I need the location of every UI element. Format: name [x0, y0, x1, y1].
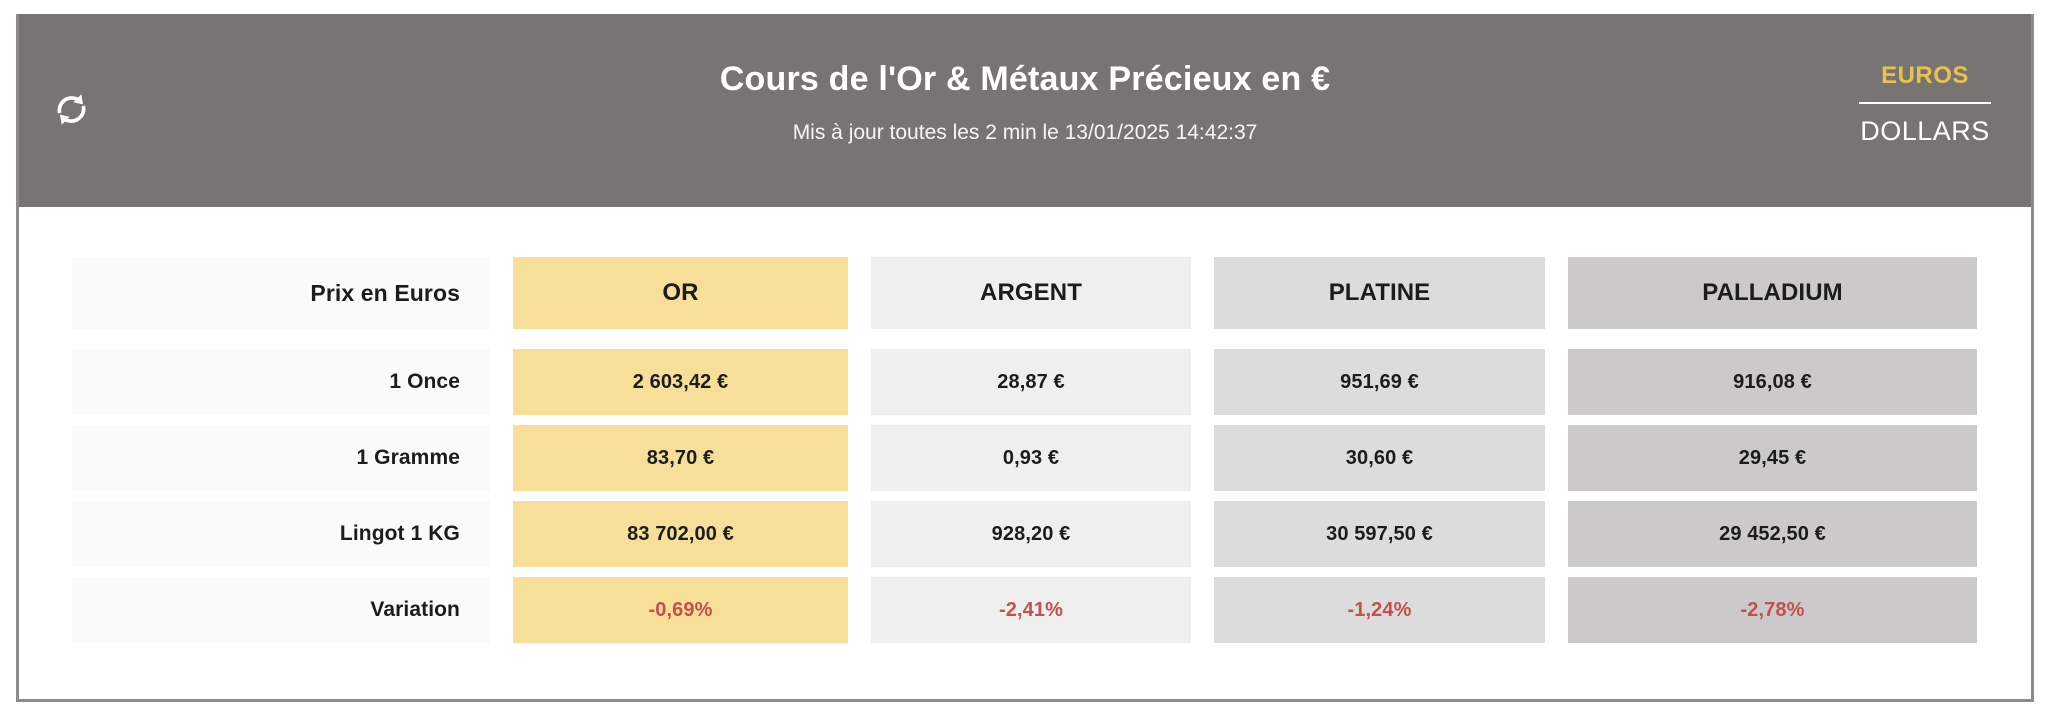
variation-palladium: -2,78%	[1568, 577, 1977, 643]
price-platine-lingot: 30 597,50 €	[1214, 501, 1545, 567]
row-label: Variation	[72, 577, 490, 643]
currency-option-euros[interactable]: EUROS	[1857, 62, 1993, 90]
row-label: 1 Gramme	[72, 425, 490, 491]
widget-header: Cours de l'Or & Métaux Précieux en € Mis…	[19, 14, 2031, 207]
corner-header-cell: Prix en Euros	[72, 257, 490, 329]
price-argent-gramme: 0,93 €	[871, 425, 1191, 491]
price-platine-gramme: 30,60 €	[1214, 425, 1545, 491]
currency-option-dollars[interactable]: DOLLARS	[1857, 116, 1993, 147]
price-platine-once: 951,69 €	[1214, 349, 1545, 415]
table-row-lingot: Lingot 1 KG 83 702,00 € 928,20 € 30 597,…	[72, 501, 2031, 567]
variation-argent: -2,41%	[871, 577, 1191, 643]
price-or-once: 2 603,42 €	[513, 349, 848, 415]
table-row-gramme: 1 Gramme 83,70 € 0,93 € 30,60 € 29,45 €	[72, 425, 2031, 491]
table-header-row: Prix en Euros OR ARGENT PLATINE PALLADIU…	[72, 257, 2031, 329]
price-palladium-gramme: 29,45 €	[1568, 425, 1977, 491]
price-palladium-lingot: 29 452,50 €	[1568, 501, 1977, 567]
price-argent-once: 28,87 €	[871, 349, 1191, 415]
price-argent-lingot: 928,20 €	[871, 501, 1191, 567]
variation-platine: -1,24%	[1214, 577, 1545, 643]
page-title: Cours de l'Or & Métaux Précieux en €	[719, 60, 1331, 98]
row-label: Lingot 1 KG	[72, 501, 490, 567]
table-row-once: 1 Once 2 603,42 € 28,87 € 951,69 € 916,0…	[72, 349, 2031, 415]
prices-table: Prix en Euros OR ARGENT PLATINE PALLADIU…	[19, 207, 2031, 643]
table-row-variation: Variation -0,69% -2,41% -1,24% -2,78%	[72, 577, 2031, 643]
row-label: 1 Once	[72, 349, 490, 415]
column-header-or: OR	[513, 257, 848, 329]
column-header-platine: PLATINE	[1214, 257, 1545, 329]
price-or-gramme: 83,70 €	[513, 425, 848, 491]
header-titles: Cours de l'Or & Métaux Précieux en € Mis…	[19, 14, 2031, 145]
price-or-lingot: 83 702,00 €	[513, 501, 848, 567]
currency-selector: EUROS DOLLARS	[1857, 62, 1993, 147]
price-palladium-once: 916,08 €	[1568, 349, 1977, 415]
last-update-text: Mis à jour toutes les 2 min le 13/01/202…	[792, 121, 1258, 144]
column-header-palladium: PALLADIUM	[1568, 257, 1977, 329]
currency-divider	[1859, 102, 1991, 104]
refresh-icon	[53, 91, 90, 131]
variation-or: -0,69%	[513, 577, 848, 643]
gold-prices-widget: Cours de l'Or & Métaux Précieux en € Mis…	[16, 14, 2034, 702]
column-header-argent: ARGENT	[871, 257, 1191, 329]
refresh-button[interactable]	[49, 89, 93, 133]
